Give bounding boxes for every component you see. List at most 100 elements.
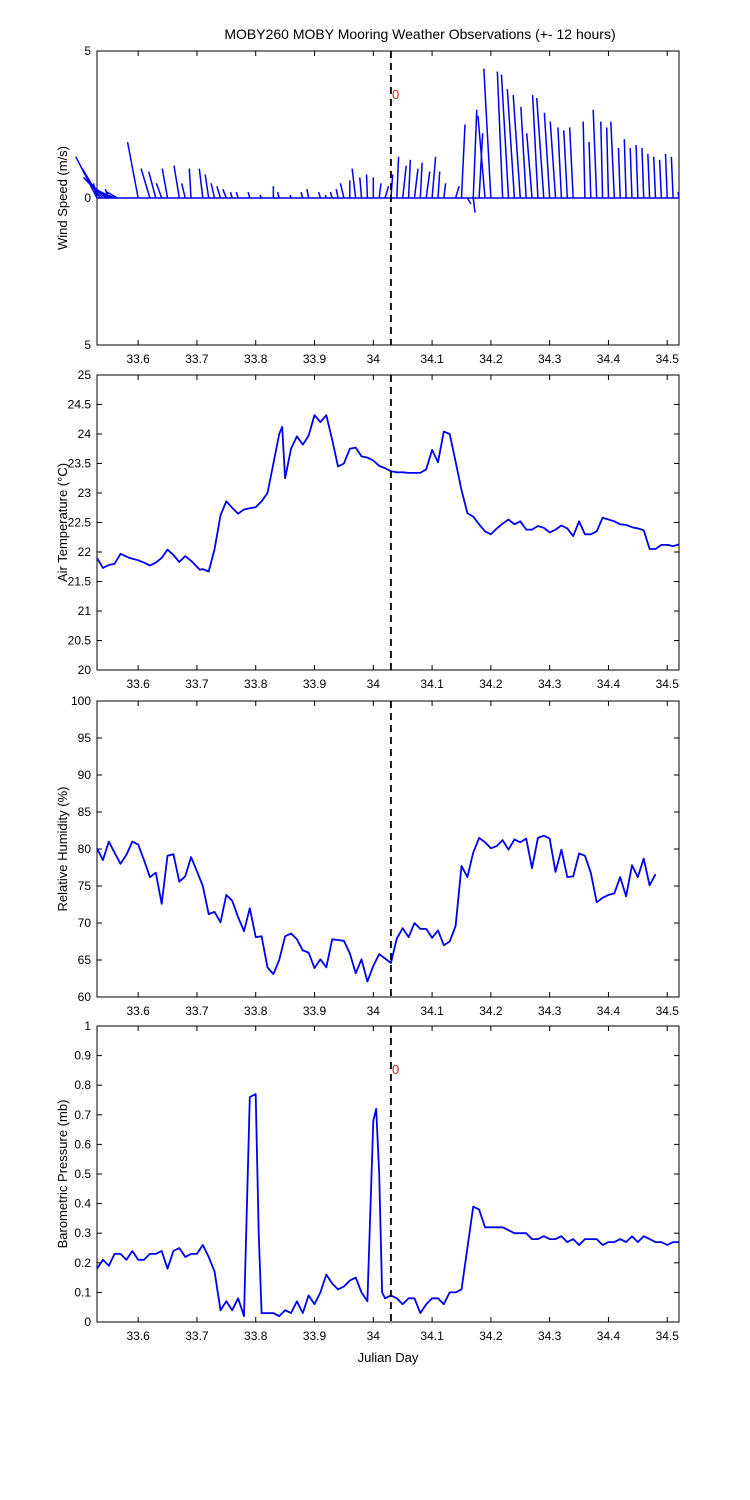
y-tick-label: 1 [84, 1019, 91, 1033]
wind-vector [588, 142, 592, 199]
wind-vector [500, 74, 510, 199]
wind-vector [623, 139, 627, 199]
wind-vector [443, 183, 447, 199]
x-tick-label: 33.6 [126, 352, 150, 366]
chart-panel-3: 33.6 33.7 33.8 33.9 34 34.1 34.2 34.3 34.4 34.5 60… [55, 694, 680, 1018]
y-tick-label: 65 [78, 953, 92, 967]
x-tick-label: 34.3 [538, 677, 562, 691]
wind-vector [582, 121, 586, 199]
wind-vector [289, 194, 292, 199]
y-tick-label: 0.5 [74, 1167, 91, 1181]
wind-vector [335, 189, 339, 199]
y-tick-label: 22 [78, 545, 92, 559]
wind-vector [477, 115, 486, 199]
x-tick-label: 33.9 [303, 352, 327, 366]
chart-panel-4: 33.6 33.7 33.8 33.9 34 34.1 34.2 34.3 34.4 34.5 0 0… [55, 1019, 680, 1365]
y-tick-label: 80 [78, 842, 92, 856]
wind-vector [512, 95, 522, 199]
x-tick-label: 34.3 [538, 1329, 562, 1343]
y-tick-label: 90 [78, 768, 92, 782]
wind-vector [670, 156, 674, 199]
wind-vector [378, 183, 382, 199]
x-tick-label: 34.1 [420, 1329, 444, 1343]
wind-vector [324, 194, 327, 199]
wind-vector [460, 124, 466, 199]
wind-vector [413, 168, 419, 199]
wind-vector [339, 183, 345, 199]
wind-vector [431, 156, 437, 199]
wind-vector [677, 192, 680, 199]
wind-vector [365, 174, 369, 199]
wind-vector [104, 188, 110, 199]
y-tick-label: 5 [84, 338, 91, 352]
wind-vector [198, 168, 204, 199]
y-tick-label: 95 [78, 731, 92, 745]
wind-vector [81, 168, 101, 199]
wind-vector [610, 121, 616, 199]
wind-vector [300, 191, 304, 199]
plot-frame [96, 700, 680, 998]
plot-frame [96, 374, 680, 671]
y-tick-label: 0 [84, 1315, 91, 1329]
y-tick-label: 20 [78, 663, 92, 677]
y-tick-label: 70 [78, 916, 92, 930]
chart-panels: 33.6 33.7 33.8 33.9 34 34.1 34.2 34.3 34.4 34.5 5 0… [55, 44, 680, 1365]
y-tick-label: 0 [84, 191, 91, 205]
y-tick-label: 21 [78, 604, 92, 618]
wind-vector [641, 147, 645, 199]
wind-vector [75, 156, 98, 199]
wind-vector [506, 89, 516, 199]
y-axis-label: Air Temperature (°C) [55, 463, 70, 582]
x-tick-label: 33.7 [185, 677, 209, 691]
wind-vector [359, 177, 363, 199]
wind-vector [472, 197, 476, 213]
y-tick-label: 0.4 [74, 1197, 91, 1211]
x-tick-label: 33.6 [126, 677, 150, 691]
wind-vector [173, 165, 181, 199]
x-tick-label: 33.7 [185, 1329, 209, 1343]
wind-vector [140, 168, 151, 199]
wind-vector [276, 191, 280, 199]
y-tick-label: 20.5 [68, 634, 92, 648]
wind-vector [652, 156, 657, 199]
x-tick-label: 33.6 [126, 1329, 150, 1343]
wind-vectors [75, 68, 680, 213]
series-line [96, 834, 657, 983]
wind-vector [496, 71, 504, 199]
wind-vector [600, 121, 604, 199]
wind-vector [180, 183, 186, 199]
x-tick-label: 34.1 [420, 352, 444, 366]
x-tick-label: 33.8 [244, 677, 268, 691]
wind-vector [617, 147, 621, 199]
wind-vector [396, 156, 400, 199]
wind-vector [329, 191, 333, 199]
wind-vector [629, 147, 633, 199]
wind-vector [210, 183, 216, 199]
x-tick-label: 34.1 [420, 677, 444, 691]
chart-panel-2: 33.6 33.7 33.8 33.9 34 34.1 34.2 34.3 34.4 34.5 20… [55, 368, 680, 691]
x-tick-label: 34 [367, 1329, 381, 1343]
wind-vector [351, 168, 357, 199]
y-tick-label: 25 [78, 368, 92, 382]
wind-vector [466, 197, 472, 205]
wind-vector [658, 159, 663, 199]
figure-title: MOBY260 MOBY Mooring Weather Observation… [224, 26, 615, 42]
wind-vector [317, 191, 322, 199]
y-tick-label: 0.9 [74, 1049, 91, 1063]
wind-vector [229, 191, 233, 199]
y-tick-label: 0.3 [74, 1226, 91, 1240]
y-tick-label: 22.5 [68, 516, 92, 530]
wind-vector [204, 174, 210, 199]
x-tick-label: 34.2 [479, 352, 503, 366]
x-tick-label: 33.7 [185, 352, 209, 366]
x-tick-label: 34 [367, 677, 381, 691]
x-tick-label: 34.5 [656, 1004, 680, 1018]
x-tick-label: 34.4 [597, 1329, 621, 1343]
wind-vector [525, 133, 533, 199]
y-tick-label: 100 [71, 694, 91, 708]
x-tick-label: 34.2 [479, 677, 503, 691]
wind-vector [531, 95, 539, 199]
wind-vector [543, 112, 551, 199]
x-tick-label: 33.9 [303, 1004, 327, 1018]
x-tick-label: 34.1 [420, 1004, 444, 1018]
